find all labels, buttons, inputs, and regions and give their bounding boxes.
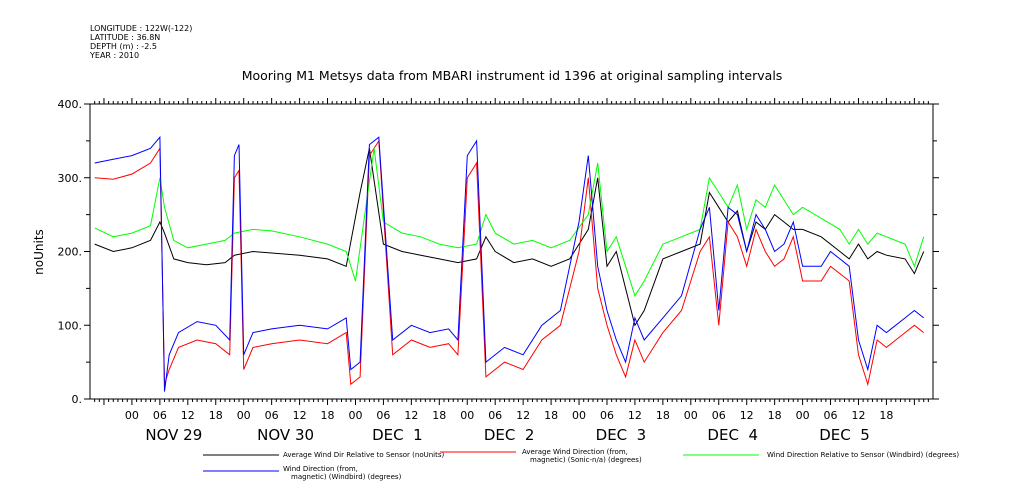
series-line-0 xyxy=(94,148,925,327)
x-tick-label: 00 xyxy=(348,409,362,422)
x-tick-label: 12 xyxy=(181,409,195,422)
x-tick-label: 18 xyxy=(432,409,446,422)
x-tick-label: 00 xyxy=(684,409,698,422)
plot-frame xyxy=(89,103,934,400)
x-tick-label: 12 xyxy=(404,409,418,422)
x-tick-label: 18 xyxy=(209,409,223,422)
series-layer xyxy=(94,135,925,392)
longitude-text: LONGITUDE : 122W(-122) xyxy=(90,24,192,33)
x-tick-label: 06 xyxy=(153,409,167,422)
metadata-block: LONGITUDE : 122W(-122) LATITUDE : 36.8N … xyxy=(89,24,192,60)
x-tick-label: 12 xyxy=(740,409,754,422)
x-tick-label: 06 xyxy=(488,409,502,422)
x-tick-label: 06 xyxy=(265,409,279,422)
series-line-1 xyxy=(94,139,925,387)
x-tick-label: 00 xyxy=(460,409,474,422)
x-tick-label: 18 xyxy=(879,409,893,422)
legend-label-1-line2: magnetic) (Sonic-n/a) (degrees) xyxy=(530,456,642,464)
day-label: DEC 2 xyxy=(484,426,535,444)
day-label: DEC 1 xyxy=(372,426,423,444)
day-label: NOV 30 xyxy=(257,426,314,444)
x-tick-label: 18 xyxy=(544,409,558,422)
day-label: DEC 4 xyxy=(707,426,758,444)
x-tick-label: 12 xyxy=(516,409,530,422)
day-label: DEC 5 xyxy=(819,426,870,444)
y-tick-label: 300. xyxy=(58,172,83,185)
day-label: DEC 3 xyxy=(596,426,647,444)
x-tick-label: 00 xyxy=(796,409,810,422)
x-tick-label: 00 xyxy=(237,409,251,422)
x-tick-label: 12 xyxy=(628,409,642,422)
x-tick-label: 18 xyxy=(768,409,782,422)
x-tick-label: 12 xyxy=(293,409,307,422)
year-text: YEAR : 2010 xyxy=(89,51,139,60)
x-tick-label: 00 xyxy=(572,409,586,422)
latitude-text: LATITUDE : 36.8N xyxy=(90,33,160,42)
series-line-2 xyxy=(94,148,925,297)
legend-label-3-line2: magnetic) (Windbird) (degrees) xyxy=(291,473,402,481)
chart-title: Mooring M1 Metsys data from MBARI instru… xyxy=(242,68,783,83)
y-tick-label: 0. xyxy=(72,393,83,406)
day-labels: NOV 29 NOV 30 DEC 1 DEC 2 DEC 3 DEC 4 DEC 5 xyxy=(145,426,869,444)
x-tick-label: 18 xyxy=(321,409,335,422)
legend-label-3: Wind Direction (from, xyxy=(283,465,358,473)
x-tick-label: 06 xyxy=(824,409,838,422)
legend: Average Wind Dir Relative to Sensor (noU… xyxy=(203,448,959,481)
y-tick-labels: 0. 100. 200. 300. 400. xyxy=(58,98,83,406)
y-tick-label: 200. xyxy=(58,246,83,259)
x-tick-label: 00 xyxy=(125,409,139,422)
x-tick-labels: 00 06 12 18 00 06 12 18 00 06 12 18 00 06 12 18 00 06 12 18… xyxy=(125,409,894,422)
x-tick-label: 18 xyxy=(656,409,670,422)
y-axis-label: noUnits xyxy=(32,229,46,275)
x-tick-label: 12 xyxy=(851,409,865,422)
legend-label-2: Wind Direction Relative to Sensor (Windb… xyxy=(767,451,959,459)
axis-ticks xyxy=(84,98,939,405)
depth-text: DEPTH (m) : -2.5 xyxy=(90,42,157,51)
series-line-3 xyxy=(94,135,925,392)
x-tick-label: 06 xyxy=(376,409,390,422)
legend-label-0: Average Wind Dir Relative to Sensor (noU… xyxy=(283,451,444,459)
legend-label-1: Average Wind Direction (from, xyxy=(522,448,628,456)
x-tick-label: 06 xyxy=(600,409,614,422)
x-tick-label: 06 xyxy=(712,409,726,422)
day-label: NOV 29 xyxy=(145,426,202,444)
y-tick-label: 400. xyxy=(58,98,83,111)
y-tick-label: 100. xyxy=(58,319,83,332)
